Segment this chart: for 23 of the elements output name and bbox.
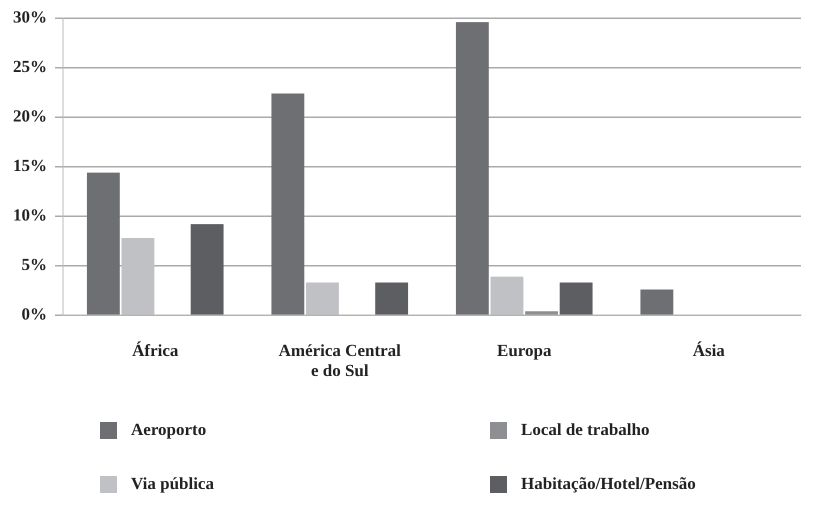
y-tick-label: 10%: [13, 206, 47, 225]
legend-label: Local de trabalho: [521, 420, 650, 440]
x-tick-label: Europa: [497, 340, 552, 360]
bar: [271, 93, 304, 314]
bar: [560, 282, 593, 314]
x-tick-label: América Central e do Sul: [278, 340, 402, 380]
legend-label: Via pública: [131, 474, 214, 494]
y-tick-label: 5%: [22, 255, 47, 274]
y-tick-label: 15%: [13, 156, 47, 176]
y-tick-label: 0%: [22, 304, 47, 324]
y-tick-label: 30%: [13, 8, 47, 27]
y-tick-label: 25%: [13, 57, 47, 76]
bar: [375, 282, 408, 314]
bar: [190, 224, 224, 314]
bar: [456, 22, 489, 314]
x-tick-label: Ásia: [692, 340, 726, 360]
bar: [640, 289, 674, 314]
legend-label: Habitação/Hotel/Pensão: [521, 474, 696, 494]
y-tick-label: 20%: [13, 106, 47, 126]
bar: [525, 311, 558, 314]
x-tick-label: África: [132, 340, 179, 360]
bar: [86, 172, 120, 314]
legend-label: Aeroporto: [131, 420, 206, 440]
